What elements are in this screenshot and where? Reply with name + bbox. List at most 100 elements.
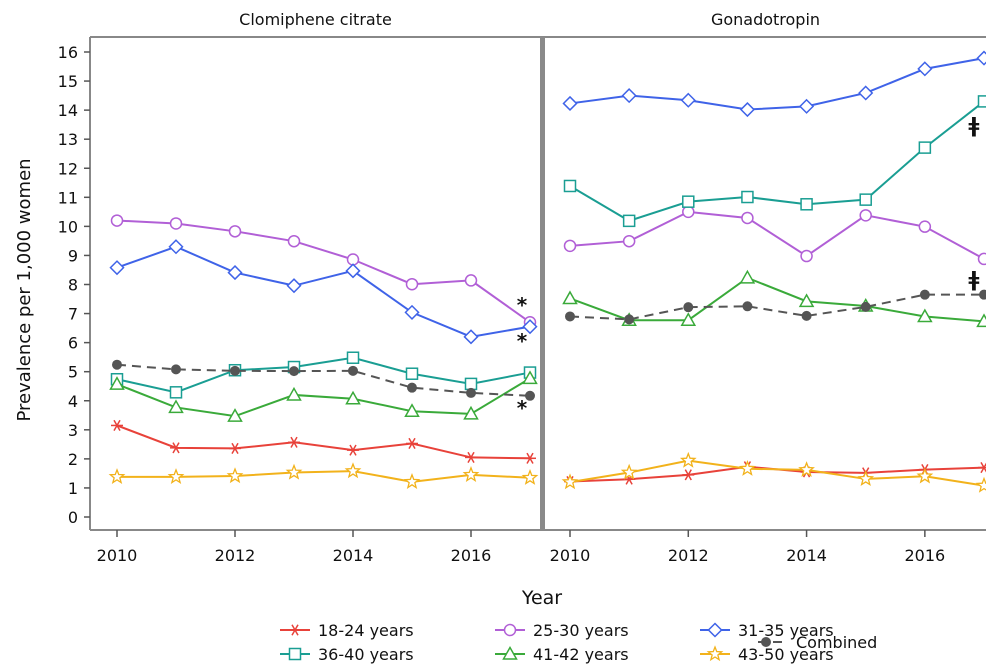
- y-tick-label: 4: [68, 392, 78, 411]
- series-line-36-40-years: [570, 101, 984, 220]
- data-point-combined: [231, 366, 240, 375]
- legend-marker: [290, 649, 301, 660]
- data-point-25-30-years: [919, 221, 930, 232]
- chart-frames: [90, 37, 986, 530]
- data-point-combined: [743, 302, 752, 311]
- significance-mark: *: [517, 396, 528, 420]
- data-point-25-30-years: [112, 215, 123, 226]
- data-point-36-40-years: [624, 215, 635, 226]
- data-point-18-24-years: [406, 438, 418, 448]
- data-point-36-40-years: [742, 192, 753, 203]
- data-point-31-35-years: [229, 266, 242, 279]
- x-tick-label: 2016: [904, 546, 945, 565]
- data-point-31-35-years: [978, 52, 986, 65]
- data-point-combined: [349, 366, 358, 375]
- data-point-combined: [566, 312, 575, 321]
- data-point-43-50-years: [228, 469, 241, 482]
- data-point-31-35-years: [800, 100, 813, 113]
- data-point-18-24-years: [978, 462, 986, 472]
- legend-marker: [708, 647, 721, 660]
- significance-mark: *: [517, 329, 528, 353]
- y-tick-label: 16: [58, 43, 78, 62]
- y-tick-label: 12: [58, 159, 78, 178]
- x-tick-label: 2010: [550, 546, 591, 565]
- data-point-18-24-years: [524, 453, 536, 463]
- data-point-combined: [684, 303, 693, 312]
- data-point-36-40-years: [801, 199, 812, 210]
- annotation-layer: ***ǂǂ: [517, 113, 980, 420]
- data-point-25-30-years: [407, 279, 418, 290]
- data-point-31-35-years: [859, 86, 872, 99]
- data-point-43-50-years: [977, 479, 986, 492]
- data-point-combined: [290, 367, 299, 376]
- data-point-31-35-years: [918, 62, 931, 75]
- data-point-18-24-years: [111, 420, 123, 430]
- data-point-25-30-years: [860, 210, 871, 221]
- data-point-25-30-years: [742, 212, 753, 223]
- panel-title-gonadotropin: Gonadotropin: [711, 10, 820, 29]
- data-point-41-42-years: [741, 271, 754, 283]
- x-tick-label: 2010: [97, 546, 138, 565]
- data-point-18-24-years: [682, 470, 694, 480]
- y-tick-label: 6: [68, 334, 78, 353]
- significance-mark: ǂ: [969, 113, 980, 137]
- data-point-25-30-years: [466, 275, 477, 286]
- series-43-50-years: [110, 464, 536, 487]
- legend-item-18-24-years: 18-24 years: [280, 621, 414, 640]
- legend-label: 18-24 years: [318, 621, 414, 640]
- data-point-36-40-years: [565, 180, 576, 191]
- data-point-43-50-years: [464, 468, 477, 481]
- panel-titles: Clomiphene citrate Gonadotropin: [239, 10, 820, 29]
- series-line-25-30-years: [117, 221, 530, 323]
- data-point-combined: [920, 290, 929, 299]
- data-point-25-30-years: [565, 240, 576, 251]
- data-point-25-30-years: [801, 251, 812, 262]
- data-point-18-24-years: [170, 443, 182, 453]
- legend-label: 41-42 years: [533, 645, 629, 664]
- data-point-18-24-years: [347, 445, 359, 455]
- data-point-43-50-years: [169, 470, 182, 483]
- series-36-40-years: [565, 96, 986, 226]
- y-tick-label: 15: [58, 72, 78, 91]
- data-point-25-30-years: [171, 218, 182, 229]
- data-point-43-50-years: [405, 475, 418, 488]
- y-tick-label: 3: [68, 421, 78, 440]
- data-point-41-42-years: [288, 388, 301, 400]
- data-point-combined: [625, 315, 634, 324]
- data-point-43-50-years: [622, 466, 635, 479]
- data-point-43-50-years: [346, 464, 359, 477]
- data-point-43-50-years: [110, 470, 123, 483]
- legend-item-41-42-years: 41-42 years: [495, 645, 629, 664]
- panel-title-clomiphene-citrate: Clomiphene citrate: [239, 10, 392, 29]
- legend-marker: [289, 625, 301, 635]
- panel-gonadotropin: [563, 52, 986, 492]
- legend-marker: [762, 638, 771, 647]
- data-point-18-24-years: [229, 443, 241, 453]
- significance-mark: *: [517, 293, 528, 317]
- data-point-31-35-years: [170, 240, 183, 253]
- data-point-combined: [467, 388, 476, 397]
- data-point-43-50-years: [523, 471, 536, 484]
- data-point-combined: [861, 302, 870, 311]
- data-point-combined: [113, 360, 122, 369]
- data-point-combined: [172, 365, 181, 374]
- data-point-31-35-years: [623, 89, 636, 102]
- data-point-25-30-years: [289, 236, 300, 247]
- data-point-36-40-years: [348, 352, 359, 363]
- legend-label: 36-40 years: [318, 645, 414, 664]
- y-tick-label: 7: [68, 305, 78, 324]
- y-tick-label: 13: [58, 130, 78, 149]
- legend-item-36-40-years: 36-40 years: [280, 645, 414, 664]
- data-point-36-40-years: [979, 96, 986, 107]
- data-point-31-35-years: [682, 94, 695, 107]
- y-tick-label: 0: [68, 508, 78, 527]
- data-point-43-50-years: [741, 462, 754, 475]
- data-point-36-40-years: [466, 378, 477, 389]
- series-line-31-35-years: [117, 247, 530, 337]
- series-31-35-years: [564, 52, 986, 116]
- data-point-43-50-years: [563, 475, 576, 488]
- y-tick-label: 8: [68, 276, 78, 295]
